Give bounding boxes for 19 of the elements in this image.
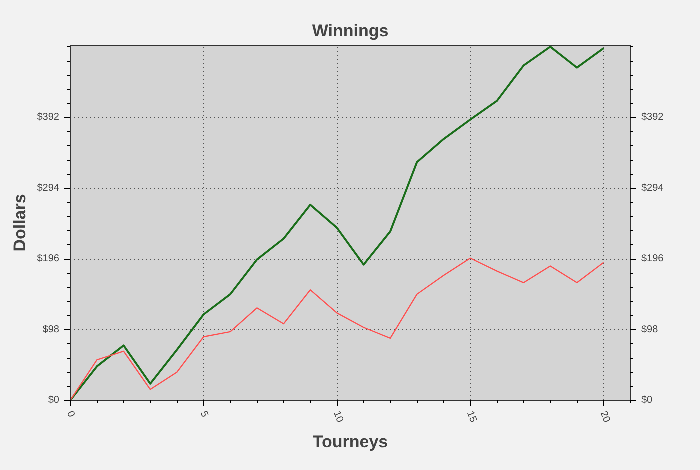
chart-title: Winnings	[312, 22, 389, 40]
y2-tick-label: $392	[642, 112, 664, 124]
y-tick-label: $392	[37, 112, 60, 124]
x-tick-label: 20	[598, 410, 612, 425]
y-tick-label: $0	[48, 395, 60, 406]
x-tick-label: 15	[464, 410, 479, 425]
y2-tick-label: $98	[642, 324, 659, 336]
x-tick-label: 0	[64, 410, 77, 420]
y-tick-label: $98	[42, 324, 60, 336]
x-axis-title: Tourneys	[312, 432, 388, 452]
line-series	[70, 258, 604, 400]
y2-tick-label: $0	[642, 395, 654, 406]
y-tick-label: $294	[37, 182, 60, 194]
y2-tick-label: $196	[642, 254, 664, 265]
x-tick-label: 5	[198, 410, 210, 420]
y-axis-title: Dollars	[10, 194, 30, 252]
x-tick-label: 10	[331, 410, 346, 425]
y-tick-label: $196	[37, 254, 60, 265]
y2-tick-label: $294	[642, 182, 664, 194]
